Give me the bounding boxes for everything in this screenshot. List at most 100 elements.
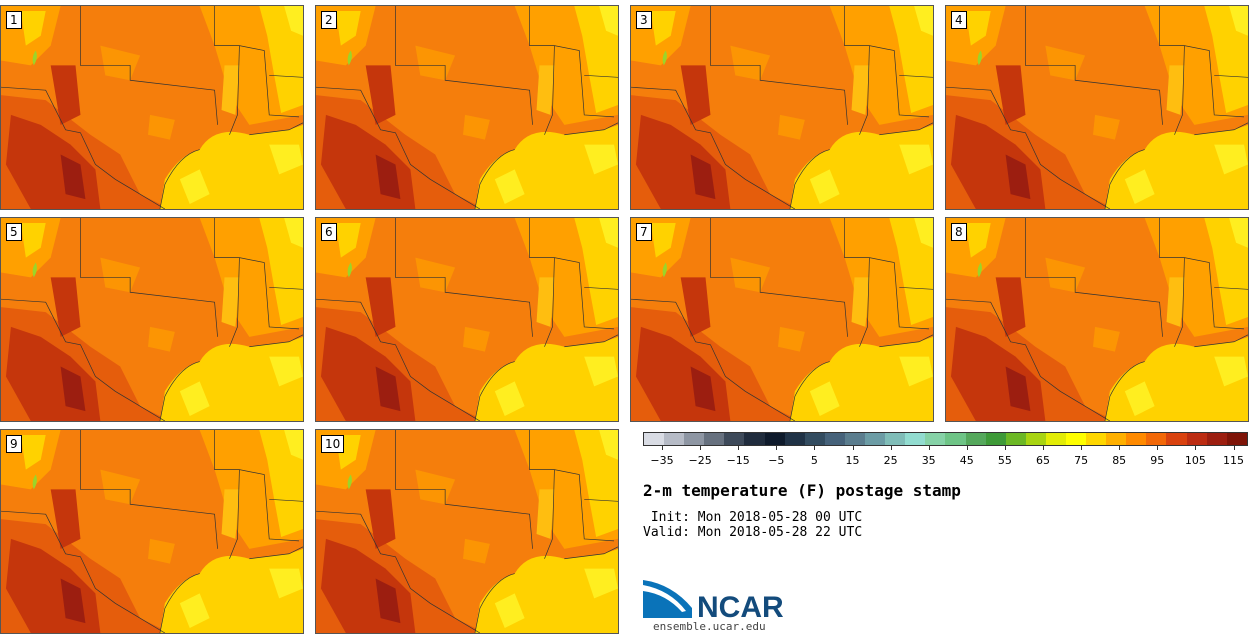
temperature-map bbox=[1, 430, 303, 633]
colorbar-tick-label: 45 bbox=[959, 454, 974, 467]
colorbar-swatch bbox=[1025, 433, 1046, 445]
colorbar-swatch bbox=[844, 433, 866, 445]
colorbar-tick-label: −35 bbox=[650, 454, 674, 467]
colorbar-tick-label: 25 bbox=[883, 454, 898, 467]
colorbar-tick-mark bbox=[1233, 446, 1235, 450]
colorbar-swatch bbox=[885, 433, 906, 445]
colorbar-tick-label: 15 bbox=[845, 454, 860, 467]
temperature-map bbox=[1, 6, 303, 209]
member-map-panel: 9 bbox=[0, 429, 304, 634]
member-map-panel: 6 bbox=[315, 217, 619, 422]
temperature-map bbox=[946, 6, 1248, 209]
colorbar-tick-label: 55 bbox=[997, 454, 1012, 467]
member-map-panel: 7 bbox=[630, 217, 934, 422]
panel-member-label: 5 bbox=[6, 223, 22, 241]
colorbar-swatch bbox=[664, 433, 685, 445]
colorbar-swatch bbox=[1045, 433, 1066, 445]
colorbar-swatch bbox=[925, 433, 946, 445]
temperature-colorbar bbox=[643, 432, 1248, 446]
colorbar-tick-label: 35 bbox=[921, 454, 936, 467]
colorbar-tick-mark bbox=[1043, 446, 1044, 450]
colorbar-swatch bbox=[724, 433, 745, 445]
colorbar-swatch bbox=[1005, 433, 1026, 445]
panel-member-label: 1 bbox=[6, 11, 22, 29]
panel-member-label: 9 bbox=[6, 435, 22, 453]
colorbar-tick-mark bbox=[1119, 446, 1121, 450]
colorbar-tick-mark bbox=[700, 446, 702, 450]
member-map-panel: 2 bbox=[315, 5, 619, 210]
colorbar-tick-label: 5 bbox=[810, 454, 818, 467]
colorbar-swatch bbox=[744, 433, 765, 445]
panel-member-label: 8 bbox=[951, 223, 967, 241]
colorbar-tick-label: 85 bbox=[1112, 454, 1127, 467]
ncar-logo-text: NCAR bbox=[697, 591, 784, 622]
temperature-map bbox=[316, 430, 618, 633]
member-map-panel: 10 bbox=[315, 429, 619, 634]
colorbar-tick-mark bbox=[1195, 446, 1197, 450]
member-map-panel: 1 bbox=[0, 5, 304, 210]
colorbar-swatch bbox=[824, 433, 845, 445]
colorbar-swatch bbox=[764, 433, 785, 445]
colorbar-tick-label: 105 bbox=[1184, 454, 1206, 467]
colorbar-swatch bbox=[704, 433, 725, 445]
colorbar-tick-label: 95 bbox=[1150, 454, 1165, 467]
panel-member-label: 4 bbox=[951, 11, 967, 29]
colorbar-swatch bbox=[1106, 433, 1127, 445]
colorbar-tick-mark bbox=[776, 446, 778, 450]
colorbar-tick-labels: −35 −25 −15 −5 5 15 25 35 45 55 65 75 85 95 105 115 bbox=[643, 446, 1248, 468]
colorbar-swatch bbox=[1166, 433, 1187, 445]
temperature-map bbox=[631, 218, 933, 421]
colorbar-swatch bbox=[1126, 433, 1147, 445]
colorbar-tick-mark bbox=[1004, 446, 1006, 450]
site-url: ensemble.ucar.edu bbox=[653, 620, 766, 633]
colorbar-swatch bbox=[1206, 433, 1227, 445]
colorbar-tick-label: −15 bbox=[726, 454, 750, 467]
colorbar-swatch bbox=[945, 433, 966, 445]
colorbar-tick-mark bbox=[852, 446, 854, 450]
colorbar-tick-label: 65 bbox=[1036, 454, 1050, 467]
valid-time: Valid: Mon 2018-05-28 22 UTC bbox=[643, 525, 863, 540]
colorbar-tick-label: 75 bbox=[1074, 454, 1089, 467]
colorbar-tick-mark bbox=[662, 446, 663, 450]
temperature-map bbox=[316, 6, 618, 209]
temperature-map bbox=[946, 218, 1248, 421]
colorbar-tick-mark bbox=[928, 446, 930, 450]
colorbar-swatch bbox=[1146, 433, 1167, 445]
colorbar-swatch bbox=[784, 433, 805, 445]
colorbar-swatch bbox=[865, 433, 886, 445]
colorbar-swatch bbox=[1086, 433, 1107, 445]
colorbar-swatch bbox=[1065, 433, 1087, 445]
colorbar-swatch bbox=[684, 433, 705, 445]
panel-member-label: 2 bbox=[321, 11, 337, 29]
temperature-map bbox=[316, 218, 618, 421]
colorbar-swatch bbox=[644, 433, 665, 445]
member-map-panel: 8 bbox=[945, 217, 1249, 422]
colorbar-swatch bbox=[985, 433, 1006, 445]
member-map-panel: 5 bbox=[0, 217, 304, 422]
colorbar-swatch bbox=[905, 433, 926, 445]
colorbar-tick-label: −5 bbox=[768, 454, 785, 467]
colorbar-tick-mark bbox=[966, 446, 968, 450]
colorbar-tick-label: 115 bbox=[1223, 454, 1244, 467]
temperature-map bbox=[1, 218, 303, 421]
colorbar-tick-mark bbox=[890, 446, 892, 450]
panel-member-label: 7 bbox=[636, 223, 652, 241]
map-title: 2-m temperature (F) postage stamp bbox=[643, 481, 961, 500]
colorbar-swatch bbox=[965, 433, 986, 445]
colorbar-swatch bbox=[1226, 433, 1247, 445]
temperature-map bbox=[631, 6, 933, 209]
colorbar-tick-label: −25 bbox=[688, 454, 712, 467]
panel-member-label: 3 bbox=[636, 11, 652, 29]
colorbar-swatch bbox=[804, 433, 825, 445]
colorbar-tick-mark bbox=[814, 446, 816, 450]
panel-member-label: 6 bbox=[321, 223, 337, 241]
member-map-panel: 4 bbox=[945, 5, 1249, 210]
colorbar-tick-mark bbox=[738, 446, 740, 450]
colorbar-swatch bbox=[1186, 433, 1207, 445]
member-map-panel: 3 bbox=[630, 5, 934, 210]
colorbar-tick-mark bbox=[1081, 446, 1083, 450]
init-time: Init: Mon 2018-05-28 00 UTC bbox=[643, 510, 863, 525]
ncar-logo: NCAR bbox=[643, 580, 784, 622]
colorbar-tick-mark bbox=[1157, 446, 1159, 450]
panel-member-label: 10 bbox=[321, 435, 345, 453]
